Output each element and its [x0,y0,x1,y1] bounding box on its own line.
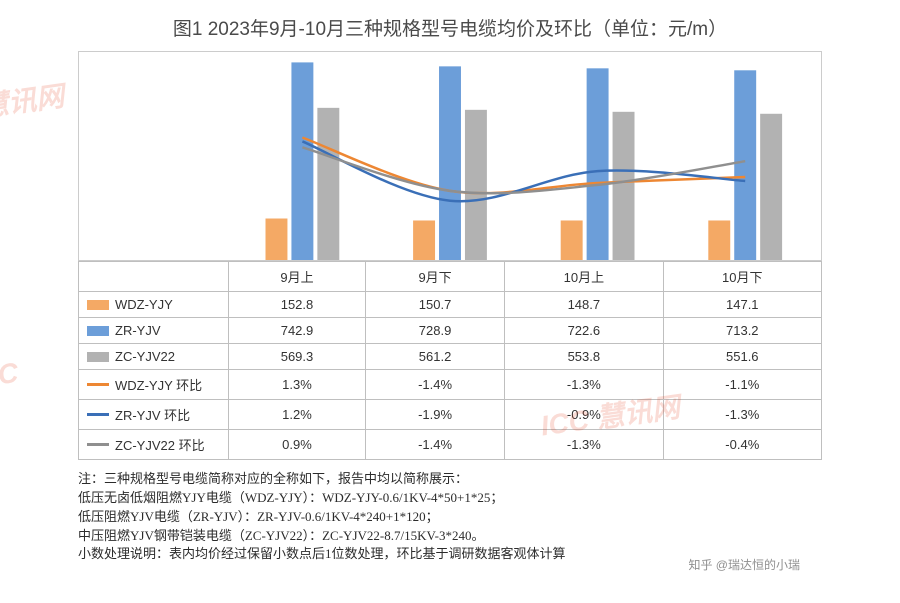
series-label: ZR-YJV 环比 [115,405,190,424]
bar [613,112,635,260]
data-cell: 1.3% [229,370,366,400]
bar [317,108,339,260]
series-label: ZC-YJV22 [115,349,175,364]
series-legend-cell: ZC-YJV22 环比 [79,430,229,460]
bar [413,220,435,260]
data-cell: -0.9% [505,400,663,430]
series-legend-cell: ZR-YJV 环比 [79,400,229,430]
line-swatch-icon [87,383,109,386]
bar [439,66,461,260]
chart-plot [78,51,822,261]
data-cell: 722.6 [505,318,663,344]
data-cell: 152.8 [229,292,366,318]
data-table: 9月上9月下10月上10月下 WDZ-YJY 152.8150.7148.7147… [78,261,822,460]
series-label: WDZ-YJY [115,297,173,312]
data-cell: -1.1% [663,370,821,400]
data-cell: -1.3% [505,370,663,400]
bar-swatch-icon [87,352,109,362]
bar [760,114,782,260]
data-cell: 561.2 [365,344,504,370]
bar [561,220,583,260]
series-legend-cell: ZR-YJV [79,318,229,344]
period-header: 10月下 [663,262,821,292]
bar-swatch-icon [87,300,109,310]
data-cell: 728.9 [365,318,504,344]
period-header: 9月上 [229,262,366,292]
data-cell: 553.8 [505,344,663,370]
chart-title: 图1 2023年9月-10月三种规格型号电缆均价及环比（单位：元/m） [0,0,900,51]
trend-line [302,147,745,193]
series-legend-cell: WDZ-YJY 环比 [79,370,229,400]
note-line: 低压无卤低烟阻燃YJY电缆（WDZ-YJY）：WDZ-YJY-0.6/1KV-4… [78,489,822,508]
bar [587,68,609,260]
data-cell: 713.2 [663,318,821,344]
note-line: 中压阻燃YJV钢带铠装电缆（ZC-YJV22）：ZC-YJV22-8.7/15K… [78,527,822,546]
bar [734,70,756,260]
data-cell: 0.9% [229,430,366,460]
attribution: 知乎 @瑞达恒的小瑞 [688,556,800,573]
series-label: ZC-YJV22 环比 [115,435,205,454]
data-cell: 150.7 [365,292,504,318]
data-cell: -1.4% [365,430,504,460]
trend-line [302,137,745,193]
table-row: ZR-YJV 742.9728.9722.6713.2 [79,318,822,344]
series-legend-cell: WDZ-YJY [79,292,229,318]
period-header: 10月上 [505,262,663,292]
bar [465,110,487,260]
footnotes: 注：三种规格型号电缆简称对应的全称如下，报告中均以简称展示：低压无卤低烟阻燃YJ… [78,470,822,564]
table-row: WDZ-YJY 环比 1.3%-1.4%-1.3%-1.1% [79,370,822,400]
bar [265,219,287,260]
bar [291,62,313,260]
table-row: ZC-YJV22 环比 0.9%-1.4%-1.3%-0.4% [79,430,822,460]
data-cell: -1.4% [365,370,504,400]
data-cell: 147.1 [663,292,821,318]
legend-header [79,262,229,292]
table-row: ZR-YJV 环比 1.2%-1.9%-0.9%-1.3% [79,400,822,430]
note-line: 低压阻燃YJV电缆（ZR-YJV）：ZR-YJV-0.6/1KV-4*240+1… [78,508,822,527]
data-cell: 1.2% [229,400,366,430]
line-swatch-icon [87,443,109,446]
note-line: 注：三种规格型号电缆简称对应的全称如下，报告中均以简称展示： [78,470,822,489]
data-cell: -1.3% [505,430,663,460]
period-header: 9月下 [365,262,504,292]
data-cell: 148.7 [505,292,663,318]
table-row: WDZ-YJY 152.8150.7148.7147.1 [79,292,822,318]
line-swatch-icon [87,413,109,416]
data-cell: 569.3 [229,344,366,370]
bar [708,220,730,260]
data-cell: -1.3% [663,400,821,430]
bar-swatch-icon [87,326,109,336]
data-cell: -0.4% [663,430,821,460]
data-cell: 742.9 [229,318,366,344]
series-label: WDZ-YJY 环比 [115,375,202,394]
table-row: ZC-YJV22 569.3561.2553.8551.6 [79,344,822,370]
watermark: 慧讯网 [0,74,66,125]
watermark: ICC [0,357,20,395]
data-cell: 551.6 [663,344,821,370]
series-label: ZR-YJV [115,323,161,338]
series-legend-cell: ZC-YJV22 [79,344,229,370]
data-cell: -1.9% [365,400,504,430]
